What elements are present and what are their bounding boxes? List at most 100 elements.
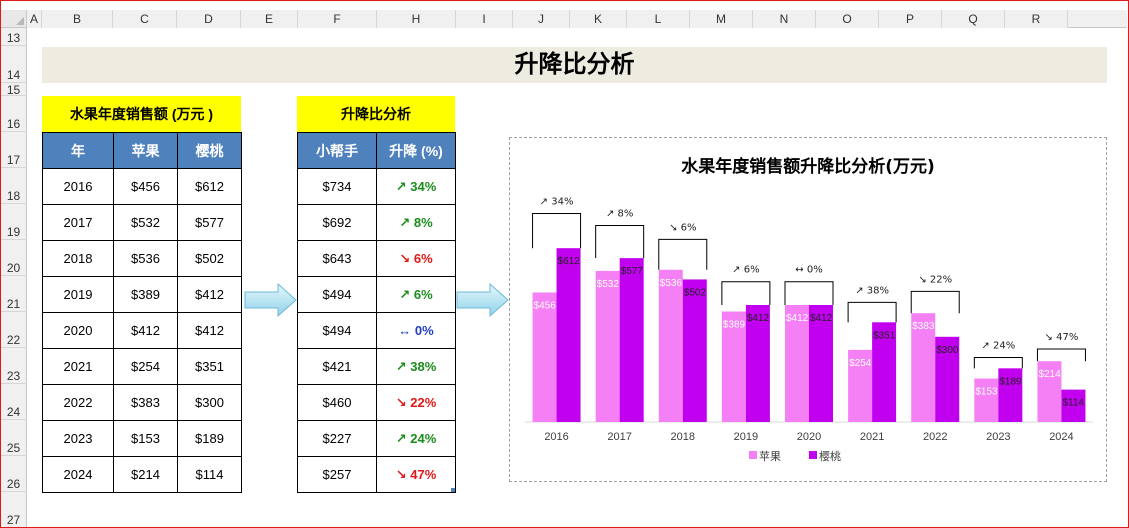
data-label-apple: $383 [912,321,935,332]
ratio-cell-change[interactable]: ↘ 6% [376,240,456,277]
ratio-cell-helper[interactable]: $692 [297,204,377,241]
column-header-n[interactable]: N [753,10,816,28]
column-header-i[interactable]: I [456,10,513,28]
chart-plot: $456 $612 ↗ 34% 2016 $532$577 ↗ 8% 2017 $536$50… [525,197,1093,463]
row-header-18[interactable]: 18 [0,168,27,204]
ratio-header-helper[interactable]: 小帮手 [297,132,377,169]
column-header-r[interactable]: R [1005,10,1068,28]
ratio-cell-helper[interactable]: $421 [297,348,377,385]
chart-area[interactable]: 水果年度销售额升降比分析(万元) $456 $612 ↗ 34% 2016 $532 $5… [509,137,1107,482]
sales-table-row: 2017 $532 $577 [42,204,242,241]
sales-cell-year[interactable]: 2022 [42,384,114,421]
data-label-apple: $532 [597,279,620,290]
column-header-e[interactable]: E [241,10,298,28]
ratio-cell-helper[interactable]: $494 [297,276,377,313]
change-label: ↗ 38% [855,285,889,296]
ratio-cell-helper[interactable]: $460 [297,384,377,421]
row-header-21[interactable]: 21 [0,276,27,312]
helper-bracket [973,357,1023,369]
row-header-27[interactable]: 27 [0,492,27,528]
column-header-a[interactable]: A [27,10,42,28]
column-header-j[interactable]: J [513,10,570,28]
column-header-h[interactable]: H [377,10,456,28]
ratio-table-row: $734 ↗ 34% [297,168,456,205]
sales-cell-year[interactable]: 2020 [42,312,114,349]
ratio-cell-change[interactable]: ↔ 0% [376,312,456,349]
ratio-cell-helper[interactable]: $227 [297,420,377,457]
block-arrow-right-1[interactable] [244,282,298,318]
sales-header-year[interactable]: 年 [42,132,114,169]
sales-cell-year[interactable]: 2019 [42,276,114,313]
ratio-cell-change[interactable]: ↗ 24% [376,420,456,457]
sales-cell-cherry[interactable]: $612 [177,168,242,205]
sales-cell-apple[interactable]: $383 [113,384,178,421]
sales-cell-apple[interactable]: $412 [113,312,178,349]
sales-cell-cherry[interactable]: $189 [177,420,242,457]
ratio-cell-change[interactable]: ↘ 47% [376,456,456,493]
row-header-24[interactable]: 24 [0,384,27,420]
sales-cell-cherry[interactable]: $300 [177,384,242,421]
column-header-c[interactable]: C [113,10,177,28]
ratio-cell-change[interactable]: ↗ 8% [376,204,456,241]
sales-cell-cherry[interactable]: $412 [177,276,242,313]
select-all-corner[interactable] [0,10,27,28]
column-header-q[interactable]: Q [942,10,1005,28]
sales-cell-apple[interactable]: $389 [113,276,178,313]
ratio-table-row: $257 ↘ 47% [297,456,456,493]
sales-cell-year[interactable]: 2016 [42,168,114,205]
ratio-table-row: $643 ↘ 6% [297,240,456,277]
ratio-header-change[interactable]: 升降 (%) [376,132,456,169]
ratio-cell-helper[interactable]: $734 [297,168,377,205]
sales-cell-apple[interactable]: $536 [113,240,178,277]
row-header-20[interactable]: 20 [0,240,27,276]
sales-header-cherry[interactable]: 樱桃 [177,132,242,169]
sales-cell-year[interactable]: 2017 [42,204,114,241]
row-header-14[interactable]: 14 [0,46,27,83]
sales-cell-apple[interactable]: $254 [113,348,178,385]
row-header-17[interactable]: 17 [0,132,27,168]
data-label-apple: $536 [660,278,683,289]
row-header-15[interactable]: 15 [0,83,27,97]
column-header-b[interactable]: B [42,10,113,28]
sales-cell-cherry[interactable]: $351 [177,348,242,385]
column-header-m[interactable]: M [690,10,753,28]
column-header-p[interactable]: P [879,10,942,28]
ratio-cell-helper[interactable]: $257 [297,456,377,493]
column-header-o[interactable]: O [816,10,879,28]
sales-cell-apple[interactable]: $153 [113,420,178,457]
column-header-f[interactable]: F [298,10,377,28]
column-header-d[interactable]: D [177,10,241,28]
sales-cell-cherry[interactable]: $502 [177,240,242,277]
sales-cell-apple[interactable]: $532 [113,204,178,241]
row-header-16[interactable]: 16 [0,96,27,132]
row-header-25[interactable]: 25 [0,420,27,456]
block-arrow-right-2[interactable] [456,282,510,318]
row-header-23[interactable]: 23 [0,348,27,384]
fill-handle[interactable] [451,488,455,492]
column-header-k[interactable]: K [570,10,627,28]
sales-cell-year[interactable]: 2024 [42,456,114,493]
row-header-13[interactable]: 13 [0,28,27,46]
sales-cell-apple[interactable]: $456 [113,168,178,205]
sales-cell-year[interactable]: 2021 [42,348,114,385]
sales-cell-year[interactable]: 2023 [42,420,114,457]
sales-cell-cherry[interactable]: $412 [177,312,242,349]
ratio-table-header-row: 小帮手 升降 (%) [297,132,456,169]
ratio-cell-change[interactable]: ↗ 6% [376,276,456,313]
sales-header-apple[interactable]: 苹果 [113,132,178,169]
sales-cell-year[interactable]: 2018 [42,240,114,277]
ratio-cell-change[interactable]: ↗ 34% [376,168,456,205]
sales-cell-cherry[interactable]: $577 [177,204,242,241]
row-header-22[interactable]: 22 [0,312,27,348]
ratio-cell-change[interactable]: ↗ 38% [376,348,456,385]
ratio-cell-helper[interactable]: $643 [297,240,377,277]
sales-cell-apple[interactable]: $214 [113,456,178,493]
bar-cherry [682,279,707,422]
row-header-19[interactable]: 19 [0,204,27,240]
column-header-l[interactable]: L [627,10,690,28]
row-header-26[interactable]: 26 [0,456,27,492]
ratio-cell-helper[interactable]: $494 [297,312,377,349]
data-label-cherry: $114 [1062,398,1084,409]
ratio-cell-change[interactable]: ↘ 22% [376,384,456,421]
sales-cell-cherry[interactable]: $114 [177,456,242,493]
